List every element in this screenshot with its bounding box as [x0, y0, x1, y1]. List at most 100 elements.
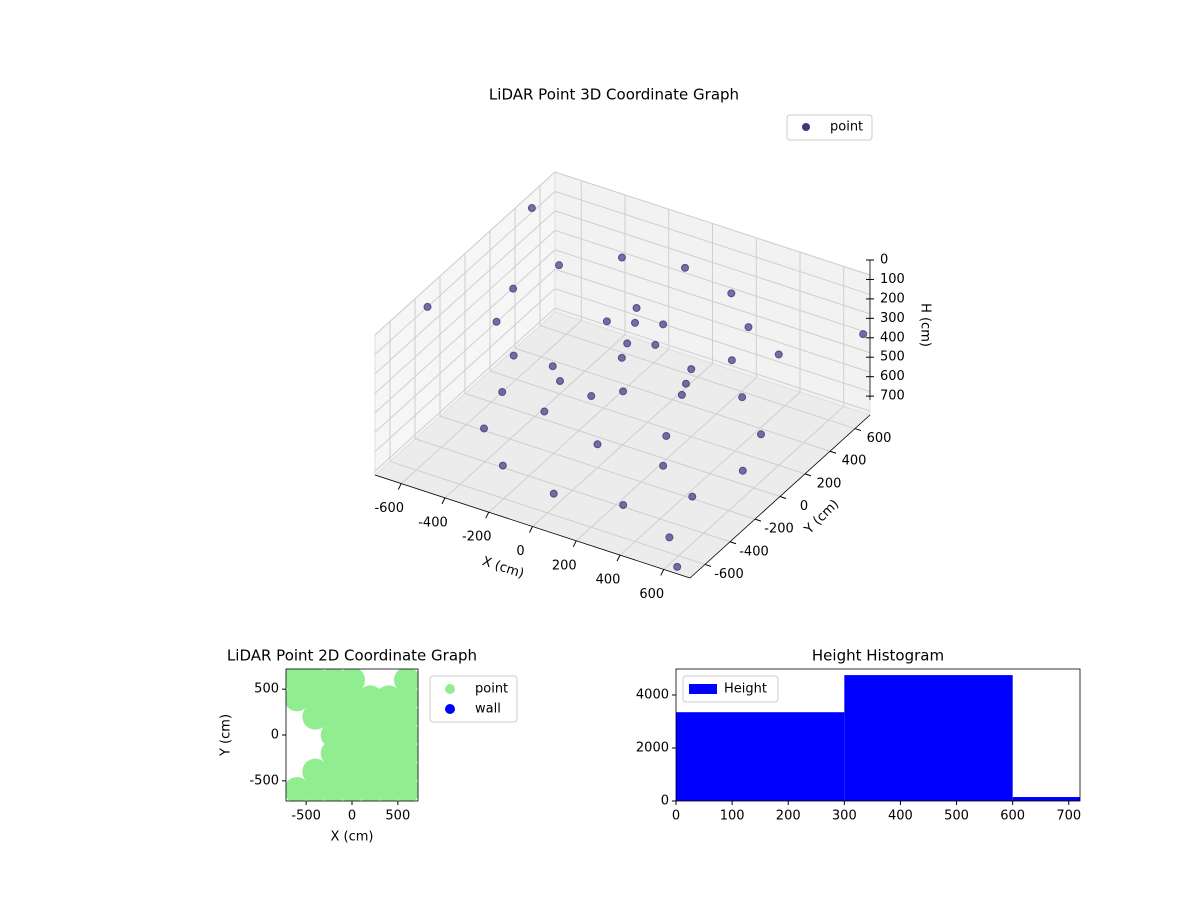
x-tick-label: -500 — [291, 809, 321, 824]
tick-mark — [829, 450, 837, 454]
point — [688, 492, 697, 501]
legend: point wall — [429, 675, 518, 723]
z-tick-label: 200 — [880, 291, 905, 306]
legend: Height — [682, 675, 779, 703]
point — [509, 284, 518, 293]
chart-title: Height Histogram — [812, 647, 944, 665]
point — [617, 253, 626, 262]
point — [662, 431, 671, 440]
axis-line — [374, 474, 691, 579]
y-tick-label: -400 — [739, 544, 769, 559]
tick-mark — [804, 473, 812, 477]
point — [320, 740, 347, 767]
point — [619, 387, 628, 396]
point — [556, 377, 564, 386]
grid-line — [374, 210, 556, 375]
x-tick-label: 0 — [348, 809, 356, 824]
point — [549, 489, 558, 498]
legend-label: point — [830, 120, 863, 135]
grid-line — [554, 268, 871, 373]
grid-line — [539, 325, 856, 430]
tick-mark — [616, 554, 621, 562]
x-tick-label: -600 — [374, 501, 404, 516]
tick-mark — [397, 483, 402, 490]
point — [555, 261, 564, 270]
point — [623, 339, 632, 348]
chart-title: LiDAR Point 3D Coordinate Graph — [489, 86, 739, 104]
legend-label: Height — [724, 682, 767, 697]
z-axis-label: H (cm) — [918, 303, 933, 347]
z-tick-label: 600 — [880, 369, 905, 384]
grid-line — [554, 288, 871, 393]
point — [673, 562, 682, 571]
x-tick-label: 700 — [1056, 809, 1081, 824]
y-tick-label: 4000 — [636, 687, 669, 702]
x-tick-label: -400 — [418, 515, 448, 530]
point — [619, 500, 628, 509]
point — [357, 722, 384, 748]
point — [286, 669, 310, 689]
grid-line — [374, 171, 556, 336]
grid-line — [389, 460, 706, 565]
point — [339, 669, 365, 693]
point — [727, 356, 736, 365]
point — [423, 302, 432, 311]
x-tick-label: -200 — [462, 530, 492, 545]
x-axis-label: X (cm) — [331, 830, 374, 845]
tick-mark — [854, 428, 862, 432]
z-tick-label: 0 — [880, 253, 888, 268]
point — [738, 466, 747, 475]
x-tick-label: 600 — [1000, 809, 1025, 824]
point — [677, 390, 686, 399]
axis-line — [689, 414, 871, 579]
tick-mark — [704, 563, 712, 567]
bars — [676, 675, 1080, 801]
grid-line — [439, 415, 756, 520]
point — [757, 430, 765, 439]
point — [548, 362, 557, 371]
tick-mark — [441, 497, 446, 505]
grid-line — [374, 288, 556, 453]
tick-mark — [572, 540, 577, 548]
legend-box — [786, 114, 873, 141]
y-tick-label: 2000 — [636, 740, 669, 755]
point — [602, 317, 611, 326]
tick-mark — [779, 496, 787, 499]
point — [357, 740, 384, 767]
legend-marker — [802, 123, 810, 131]
point — [339, 703, 365, 730]
y-tick-label: -200 — [764, 522, 794, 537]
chart-title: LiDAR Point 2D Coordinate Graph — [227, 647, 477, 665]
point — [774, 350, 783, 359]
plot-3d: -600-400-2000200400600-600-400-200020040… — [374, 170, 905, 602]
legend-box — [682, 675, 779, 703]
point — [593, 440, 602, 449]
y-tick-label: 500 — [254, 682, 279, 697]
z-tick-label: 400 — [880, 330, 905, 345]
point — [320, 685, 347, 712]
point — [859, 330, 868, 339]
point — [339, 740, 365, 767]
z-tick-label: 300 — [880, 311, 905, 326]
point — [375, 740, 402, 767]
grid-line — [464, 393, 781, 497]
tick-mark — [485, 511, 490, 519]
y-tick-label: 0 — [661, 794, 669, 809]
tick-mark — [660, 569, 665, 576]
legend-label: wall — [475, 702, 501, 717]
x-tick-label: 500 — [944, 809, 969, 824]
grid-line — [374, 307, 556, 472]
point — [738, 393, 747, 402]
y-tick-label: 0 — [800, 499, 808, 514]
z-tick-label: 100 — [880, 272, 905, 287]
legend-patch — [689, 684, 717, 694]
y-tick-label: -600 — [714, 567, 744, 582]
points-2d — [286, 669, 418, 801]
point — [320, 722, 347, 748]
y-tick-label: 200 — [817, 476, 842, 491]
point — [665, 533, 674, 542]
bar — [844, 675, 1013, 801]
points-3d — [423, 204, 868, 571]
x-tick-label: 0 — [672, 809, 680, 824]
